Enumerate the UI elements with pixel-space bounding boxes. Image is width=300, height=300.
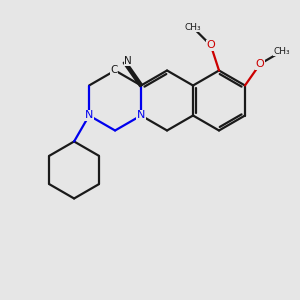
- Text: N: N: [124, 56, 132, 66]
- Text: CH₃: CH₃: [274, 46, 290, 56]
- Text: C: C: [110, 65, 118, 75]
- Text: N: N: [137, 110, 145, 121]
- Text: O: O: [206, 40, 215, 50]
- Text: O: O: [256, 59, 265, 69]
- Text: N: N: [85, 110, 93, 121]
- Text: CH₃: CH₃: [184, 23, 201, 32]
